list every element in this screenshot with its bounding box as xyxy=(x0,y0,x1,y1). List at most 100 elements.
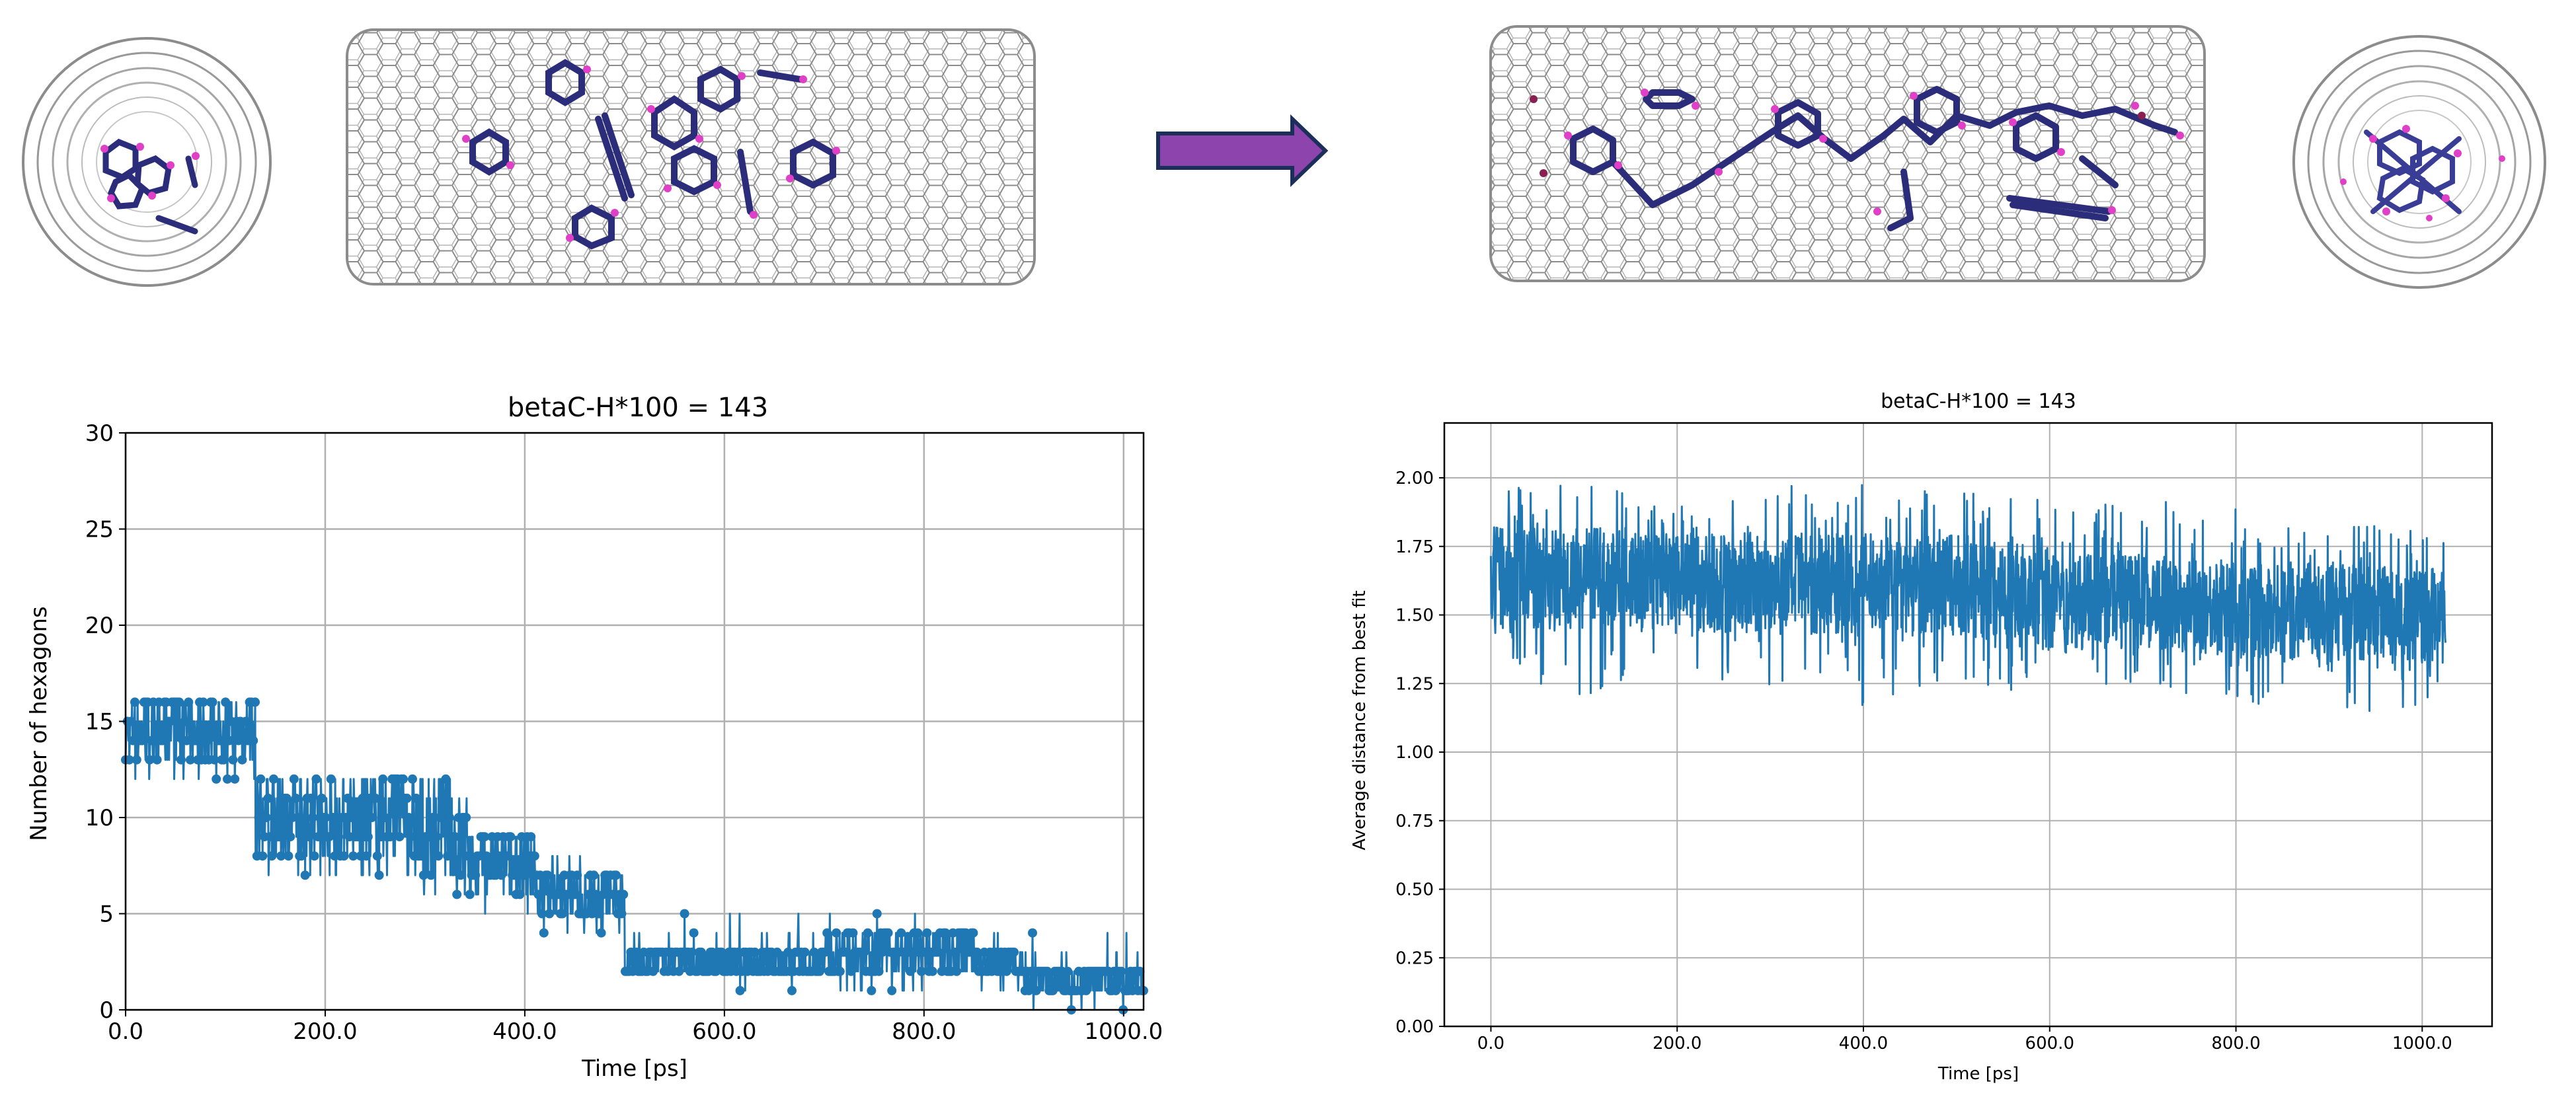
data-point xyxy=(689,928,699,938)
data-point xyxy=(274,832,284,842)
data-point xyxy=(539,928,549,938)
data-point xyxy=(313,832,323,842)
data-point xyxy=(846,966,856,976)
data-point xyxy=(557,909,567,919)
data-point xyxy=(399,774,408,784)
data-point xyxy=(927,966,937,976)
data-point xyxy=(441,774,451,784)
data-point xyxy=(417,851,426,861)
data-point xyxy=(269,774,278,784)
data-point xyxy=(596,928,606,938)
data-point xyxy=(325,832,334,842)
series-markers xyxy=(121,697,1148,1014)
data-point xyxy=(371,793,380,803)
data-point xyxy=(591,890,601,899)
data-point xyxy=(452,890,462,899)
data-point xyxy=(152,755,162,765)
data-point xyxy=(554,890,564,899)
carbon-nanotube-icon xyxy=(22,37,272,287)
data-point xyxy=(520,870,530,880)
data-point xyxy=(480,832,490,842)
nanotube-side-view-final xyxy=(1489,25,2206,282)
data-point xyxy=(212,774,221,784)
y-tick-label: 25 xyxy=(85,516,114,543)
x-tick-label: 200.0 xyxy=(1653,1034,1701,1053)
data-point xyxy=(735,985,745,995)
x-tick-label: 1000.0 xyxy=(2392,1034,2452,1053)
chart-ylabel: Average distance from best fit xyxy=(1350,590,1370,850)
y-tick-label: 1.50 xyxy=(1395,606,1434,626)
y-tick-label: 0 xyxy=(99,997,114,1024)
data-point xyxy=(820,947,830,957)
data-point xyxy=(465,890,475,899)
data-point xyxy=(256,774,266,784)
data-point xyxy=(208,697,217,707)
data-point xyxy=(237,755,247,765)
data-point xyxy=(529,851,539,861)
data-point xyxy=(309,851,319,861)
data-point xyxy=(215,736,225,745)
y-tick-label: 30 xyxy=(85,420,114,447)
chart-gridlines xyxy=(124,432,1144,1011)
data-point xyxy=(124,755,134,765)
data-point xyxy=(378,774,388,784)
aromatic-molecule-icon xyxy=(469,59,836,250)
chart-axes xyxy=(1439,422,2493,1032)
data-point xyxy=(445,813,454,822)
data-point xyxy=(282,793,292,803)
chart-series xyxy=(1489,484,2447,712)
data-point xyxy=(334,832,343,842)
data-point xyxy=(863,928,873,938)
data-point xyxy=(841,947,851,957)
data-point xyxy=(1009,947,1019,957)
data-point xyxy=(306,793,315,803)
data-point xyxy=(258,851,268,861)
data-point xyxy=(631,947,641,957)
data-point xyxy=(408,774,417,784)
data-point xyxy=(874,966,884,976)
data-point xyxy=(363,832,373,842)
data-point xyxy=(1042,966,1052,976)
data-point xyxy=(228,755,238,765)
plot-frame xyxy=(1443,422,2493,1028)
data-point xyxy=(859,947,869,957)
data-point xyxy=(278,813,288,822)
data-point xyxy=(482,851,491,861)
series-line xyxy=(1489,484,2447,712)
data-point xyxy=(176,755,186,765)
data-point xyxy=(800,947,810,957)
data-point xyxy=(411,793,421,803)
data-point xyxy=(395,832,405,842)
chart-distance: betaC-H*100 = 143 Time [ps] Average dist… xyxy=(1350,390,2493,1084)
y-tick-label: 2.00 xyxy=(1395,469,1434,488)
data-point xyxy=(680,909,689,919)
data-point xyxy=(570,890,580,899)
data-point xyxy=(198,697,208,707)
data-point xyxy=(404,813,414,822)
x-tick-label: 800.0 xyxy=(892,1018,956,1045)
carbon-nanotube-icon xyxy=(346,28,1036,286)
x-tick-label: 400.0 xyxy=(492,1018,557,1045)
chart-hexagons: betaC-H*100 = 143 Time [ps] Number of he… xyxy=(26,393,1163,1082)
data-point xyxy=(165,716,175,726)
data-point xyxy=(611,870,621,880)
x-tick-label: 0.0 xyxy=(1477,1034,1504,1053)
data-point xyxy=(223,774,232,784)
chart-series xyxy=(121,697,1148,1014)
chart-title: betaC-H*100 = 143 xyxy=(508,393,768,423)
data-point xyxy=(589,870,599,880)
data-point xyxy=(968,928,978,938)
chart-ylabel: Number of hexagons xyxy=(26,606,52,841)
data-point xyxy=(317,793,327,803)
data-point xyxy=(809,947,819,957)
y-tick-label: 20 xyxy=(85,613,114,639)
data-point xyxy=(343,793,352,803)
data-point xyxy=(952,966,962,976)
x-tick-label: 200.0 xyxy=(293,1018,357,1045)
y-tick-label: 1.25 xyxy=(1395,674,1434,694)
y-tick-label: 15 xyxy=(85,708,114,735)
data-point xyxy=(263,793,273,803)
data-point xyxy=(385,832,395,842)
data-point xyxy=(913,928,923,938)
data-point xyxy=(307,813,317,822)
